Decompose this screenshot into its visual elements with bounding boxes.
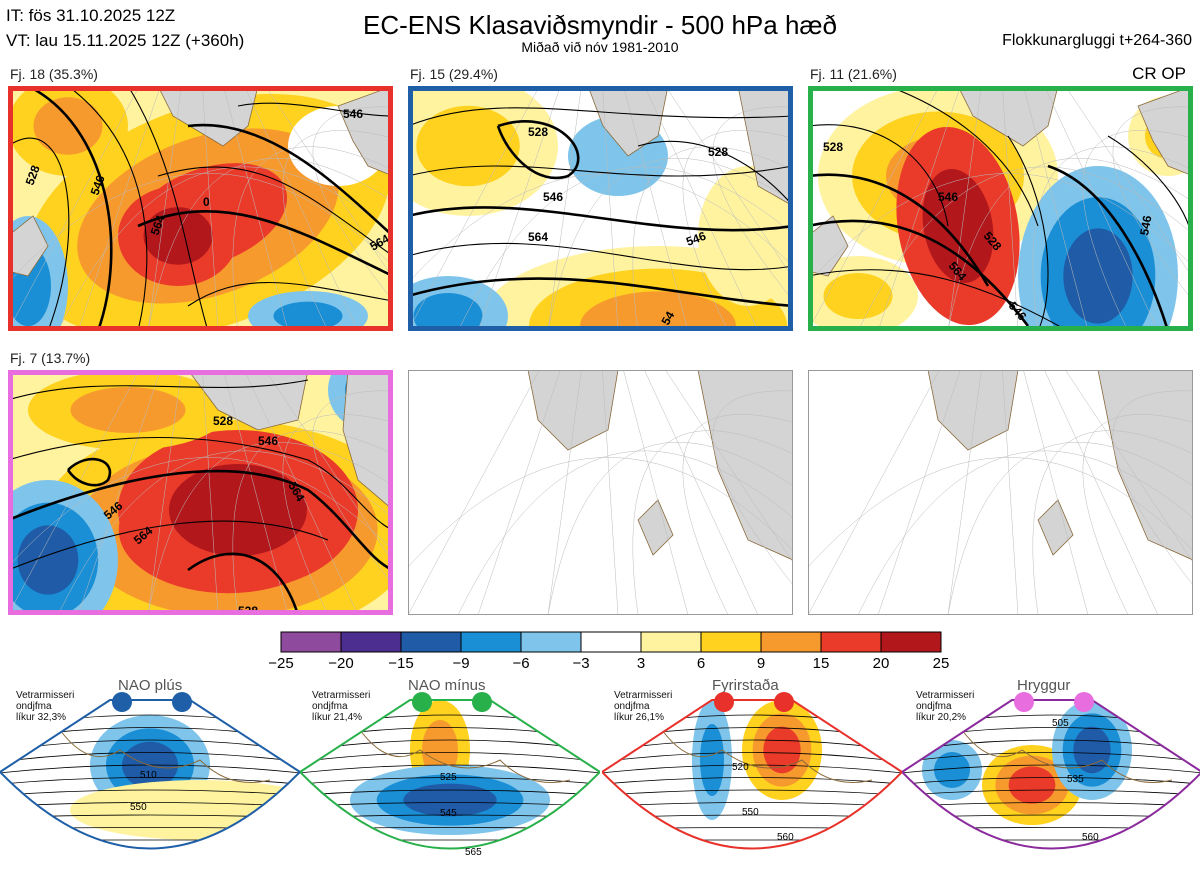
regime-title-nao-minus: NAO mínus — [408, 677, 486, 694]
svg-text:545: 545 — [440, 808, 457, 819]
colorbar-segment — [880, 631, 942, 653]
colorbar — [280, 631, 942, 653]
regime-note-3: Vetrarmisseri ondjfma líkur 26,1% — [614, 690, 673, 723]
regime-note-2: Vetrarmisseri ondjfma líkur 21,4% — [312, 690, 371, 723]
svg-text:560: 560 — [1082, 832, 1099, 843]
colorbar-segment — [520, 631, 582, 653]
cluster-label-2: Fj. 15 (29.4%) — [410, 66, 498, 82]
colorbar-tick: 6 — [696, 655, 706, 672]
svg-text:546: 546 — [343, 107, 363, 121]
colorbar-tick: −20 — [328, 655, 354, 672]
cluster-map-empty-1 — [408, 370, 793, 615]
svg-text:546: 546 — [684, 229, 708, 249]
svg-text:546: 546 — [88, 173, 108, 197]
colorbar-segment — [640, 631, 702, 653]
page-subtitle: Miðað við nóv 1981-2010 — [521, 39, 679, 55]
colorbar-tick: 15 — [812, 655, 830, 672]
svg-text:520: 520 — [732, 762, 749, 773]
colorbar-segment — [340, 631, 402, 653]
colorbar-tick: 20 — [872, 655, 890, 672]
svg-text:510: 510 — [140, 770, 157, 781]
svg-text:528: 528 — [238, 604, 258, 615]
svg-text:564: 564 — [148, 213, 168, 237]
cluster-map-3: 528 546 564 528 546 546 — [808, 86, 1193, 331]
svg-text:560: 560 — [777, 832, 794, 843]
colorbar-segment — [820, 631, 882, 653]
colorbar-segment — [460, 631, 522, 653]
cluster-label-3: Fj. 11 (21.6%) — [810, 66, 897, 82]
regime-map-1: 510 550 — [0, 692, 300, 850]
regime-dot — [714, 692, 734, 712]
svg-text:528: 528 — [823, 140, 843, 154]
page-title: EC-ENS Klasaviðsmyndir - 500 hPa hæð — [363, 10, 837, 40]
regime-dot — [1074, 692, 1094, 712]
cluster-map-4: 528 546 564 546 564 528 — [8, 370, 393, 615]
svg-text:528: 528 — [213, 414, 233, 428]
svg-text:505: 505 — [1052, 718, 1069, 729]
colorbar-tick: −3 — [572, 655, 590, 672]
regime-note-1: Vetrarmisseri ondjfma líkur 32,3% — [16, 690, 75, 723]
svg-text:535: 535 — [1067, 774, 1084, 785]
cr-op-label: CR OP — [1132, 64, 1186, 83]
regime-dot — [172, 692, 192, 712]
regime-dot — [412, 692, 432, 712]
svg-text:546: 546 — [258, 434, 278, 448]
colorbar-tick: −15 — [388, 655, 414, 672]
colorbar-segment — [580, 631, 642, 653]
colorbar-segment — [760, 631, 822, 653]
svg-text:0: 0 — [203, 195, 210, 209]
svg-text:550: 550 — [742, 807, 759, 818]
svg-text:564: 564 — [528, 230, 548, 244]
cluster-map-2: 528 546 564 546 528 54 — [408, 86, 793, 331]
cluster-map-empty-2 — [808, 370, 1193, 615]
window-label: Flokkunargluggi t+264-360 — [1002, 32, 1192, 49]
svg-text:546: 546 — [938, 190, 958, 204]
regime-dot — [112, 692, 132, 712]
regime-dot — [774, 692, 794, 712]
regime-note-4: Vetrarmisseri ondjfma líkur 20,2% — [916, 690, 975, 723]
cluster-map-1: 528 546 564 546 564 0 — [8, 86, 393, 331]
colorbar-tick: −9 — [452, 655, 470, 672]
cluster-label-4: Fj. 7 (13.7%) — [10, 350, 91, 366]
regime-map-2: 525 545 565 — [300, 692, 600, 858]
svg-text:550: 550 — [130, 802, 147, 813]
colorbar-tick: −25 — [268, 655, 294, 672]
svg-text:525: 525 — [440, 772, 457, 783]
svg-text:54: 54 — [658, 309, 677, 328]
colorbar-tick: −6 — [512, 655, 530, 672]
colorbar-tick: 9 — [756, 655, 766, 672]
svg-text:528: 528 — [528, 125, 548, 139]
svg-text:565: 565 — [465, 847, 482, 858]
regime-title-nao-plus: NAO plús — [118, 677, 183, 694]
regime-dot — [1014, 692, 1034, 712]
svg-text:546: 546 — [1137, 214, 1154, 236]
svg-text:528: 528 — [23, 163, 43, 187]
svg-text:528: 528 — [708, 145, 728, 159]
regime-map-3: 520 550 560 — [602, 692, 902, 850]
regime-title-blocking: Fyrirstaða — [712, 677, 779, 694]
regime-dot — [472, 692, 492, 712]
colorbar-tick: 25 — [932, 655, 950, 672]
colorbar-segment — [400, 631, 462, 653]
regime-title-ridge: Hryggur — [1017, 677, 1071, 694]
issue-time: IT: fös 31.10.2025 12Z — [6, 6, 176, 25]
valid-time: VT: lau 15.11.2025 12Z (+360h) — [6, 31, 245, 50]
svg-text:546: 546 — [543, 190, 563, 204]
colorbar-tick: 3 — [636, 655, 646, 672]
colorbar-segment — [700, 631, 762, 653]
colorbar-segment — [280, 631, 342, 653]
regime-map-4: 505 535 560 — [902, 692, 1200, 850]
cluster-label-1: Fj. 18 (35.3%) — [10, 66, 98, 82]
